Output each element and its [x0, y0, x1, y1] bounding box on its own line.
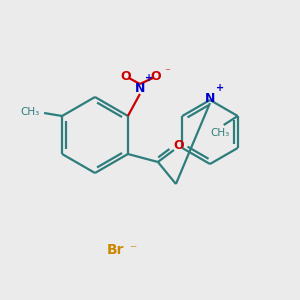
Text: CH₃: CH₃ — [210, 128, 229, 138]
Text: O: O — [174, 139, 184, 152]
Text: +: + — [145, 73, 153, 83]
Text: N: N — [205, 92, 215, 106]
Text: Br: Br — [106, 243, 124, 257]
Text: CH₃: CH₃ — [21, 107, 40, 117]
Text: +: + — [216, 83, 224, 93]
Text: O: O — [121, 70, 131, 83]
Text: ⁻: ⁻ — [164, 67, 170, 77]
Text: N: N — [135, 82, 145, 94]
Text: O: O — [151, 70, 161, 83]
Text: ⁻: ⁻ — [129, 243, 136, 257]
